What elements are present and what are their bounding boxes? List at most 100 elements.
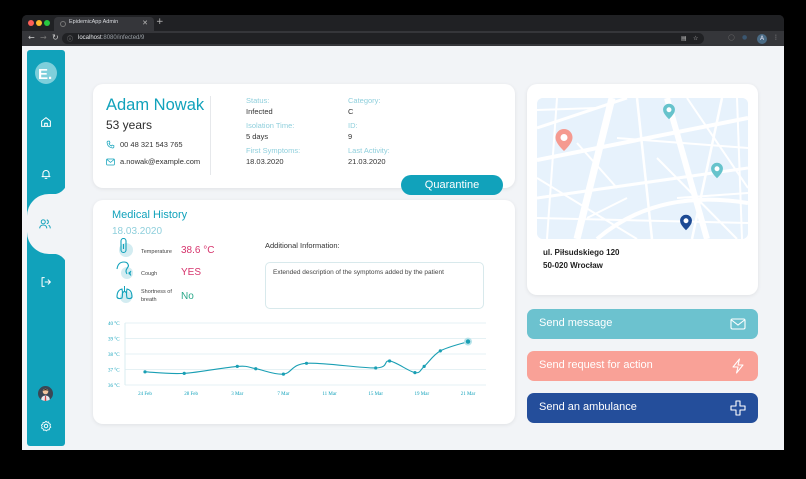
info-icon[interactable]: ⓘ — [67, 36, 74, 43]
map-pin-icon[interactable] — [679, 214, 693, 231]
id-label: ID: — [348, 121, 358, 130]
data-point[interactable] — [413, 371, 417, 375]
profile-avatar[interactable]: A — [757, 33, 767, 44]
data-point[interactable] — [304, 361, 309, 365]
reload-icon[interactable]: ↻ — [52, 33, 59, 42]
browser-tab[interactable]: EpidemicApp Admin ✕ — [54, 17, 154, 31]
divider — [210, 96, 211, 175]
y-tick-label: 39 °C — [108, 338, 120, 343]
last-activity-value: 21.03.2020 — [348, 157, 386, 166]
x-tick-label: 7 Mar — [277, 392, 289, 397]
data-point[interactable] — [182, 371, 186, 375]
map-pin-icon[interactable] — [710, 162, 724, 179]
address-line-2: 50-020 Wrocław — [543, 261, 603, 270]
send-ambulance-label: Send an ambulance — [539, 401, 637, 413]
y-tick-label: 36 °C — [108, 384, 120, 389]
home-icon[interactable] — [39, 115, 53, 129]
address-line-1: ul. Piłsudskiego 120 — [543, 248, 620, 257]
new-tab-button[interactable]: + — [156, 17, 164, 27]
tab-bar: EpidemicApp Admin ✕ + — [22, 15, 784, 31]
url-text: localhost:8080/infected/9 — [78, 34, 145, 41]
close-window-button[interactable] — [28, 20, 34, 26]
logo: E. — [38, 66, 53, 83]
data-point[interactable] — [143, 370, 147, 374]
star-icon[interactable]: ☆ — [693, 34, 699, 42]
medical-history-card: Medical History 18.03.2020 Temperature 3… — [93, 200, 515, 424]
extension-icon[interactable]: ◯ — [728, 34, 735, 41]
browser-toolbar: ← → ↻ ⓘ localhost:8080/infected/9 ▤ ☆ ◯ … — [22, 31, 784, 46]
send-message-button[interactable]: Send message — [527, 309, 758, 339]
lungs-icon — [116, 286, 133, 303]
x-tick-label: 15 Mar — [368, 392, 383, 397]
symptom-value-temperature: 38.6 °C — [181, 245, 215, 256]
sidebar-item-patients-active[interactable] — [27, 180, 67, 268]
bell-icon[interactable] — [39, 167, 53, 181]
tab-title: EpidemicApp Admin — [69, 19, 119, 25]
cough-icon — [116, 261, 133, 279]
medical-history-title: Medical History — [112, 209, 188, 221]
data-point[interactable] — [235, 364, 239, 368]
id-value: 9 — [348, 132, 353, 141]
category-value: C — [348, 107, 354, 116]
status-value: Infected — [246, 107, 273, 116]
status-label: Status: — [246, 96, 270, 105]
x-tick-label: 21 Mar — [461, 392, 476, 397]
data-point[interactable] — [374, 366, 378, 370]
logout-icon[interactable] — [39, 275, 53, 289]
data-point[interactable] — [438, 349, 442, 353]
additional-info-label: Additional Information: — [265, 241, 340, 250]
symptom-label-breath: Shortness of breath — [141, 289, 172, 303]
quarantine-button[interactable]: Quarantine — [401, 175, 503, 195]
address: ul. Piłsudskiego 120 50-020 Wrocław — [543, 246, 619, 272]
phone-row: 00 48 321 543 765 — [106, 140, 183, 149]
x-tick-label: 11 Mar — [322, 392, 337, 397]
map-pin-patient-icon[interactable] — [554, 128, 574, 152]
last-activity-label: Last Activity: — [348, 146, 390, 155]
patient-name: Adam Nowak — [106, 96, 205, 114]
minimize-window-button[interactable] — [36, 20, 42, 26]
map-pin-icon[interactable] — [662, 103, 676, 120]
first-symptoms-value: 18.03.2020 — [246, 157, 284, 166]
data-point[interactable] — [422, 364, 426, 368]
patient-info-card: Adam Nowak 53 years 00 48 321 543 765 a.… — [93, 84, 515, 188]
data-point[interactable] — [254, 367, 258, 371]
patient-email[interactable]: a.nowak@example.com — [120, 157, 201, 166]
x-tick-label: 24 Feb — [138, 392, 152, 397]
x-tick-label: 3 Mar — [231, 392, 243, 397]
map[interactable] — [537, 98, 748, 239]
medical-history-date: 18.03.2020 — [112, 226, 163, 237]
y-tick-label: 38 °C — [108, 353, 120, 358]
close-tab-icon[interactable]: ✕ — [142, 19, 148, 27]
user-avatar[interactable] — [38, 386, 53, 401]
x-tick-label: 19 Mar — [415, 392, 430, 397]
forward-icon[interactable]: → — [40, 33, 47, 42]
x-tick-label: 28 Feb — [184, 392, 198, 397]
users-icon[interactable] — [38, 217, 52, 231]
logo-circle — [35, 62, 57, 84]
temperature-chart: 36 °C 37 °C 38 °C 39 °C 40 °C 24 Feb 28 Feb 3 M… — [108, 322, 486, 397]
additional-info-textarea[interactable]: Extended description of the symptoms add… — [265, 262, 484, 309]
symptom-label-temperature: Temperature — [141, 249, 172, 255]
first-symptoms-label: First Symptoms: — [246, 146, 301, 155]
data-point[interactable] — [387, 359, 392, 363]
menu-icon[interactable]: ⋮ — [773, 34, 779, 41]
thermometer-icon — [119, 238, 133, 257]
patient-phone[interactable]: 00 48 321 543 765 — [120, 140, 183, 149]
data-point[interactable] — [281, 372, 286, 376]
send-ambulance-button[interactable]: Send an ambulance — [527, 393, 758, 423]
translate-icon[interactable]: ▤ — [681, 35, 687, 42]
symptom-label-cough: Cough — [141, 271, 158, 277]
lightning-icon — [732, 358, 744, 374]
cross-icon — [730, 400, 746, 416]
gear-icon[interactable] — [39, 419, 53, 433]
send-request-button[interactable]: Send request for action — [527, 351, 758, 381]
send-request-label: Send request for action — [539, 359, 653, 371]
extension-icon-2[interactable]: ● — [742, 34, 748, 41]
isolation-label: Isolation Time: — [246, 121, 295, 130]
patient-age: 53 years — [106, 118, 153, 132]
address-bar[interactable]: ⓘ localhost:8080/infected/9 ▤ ☆ — [62, 33, 704, 44]
mail-icon — [106, 158, 115, 165]
maximize-window-button[interactable] — [44, 20, 50, 26]
back-icon[interactable]: ← — [28, 33, 35, 42]
data-point[interactable] — [465, 339, 471, 344]
